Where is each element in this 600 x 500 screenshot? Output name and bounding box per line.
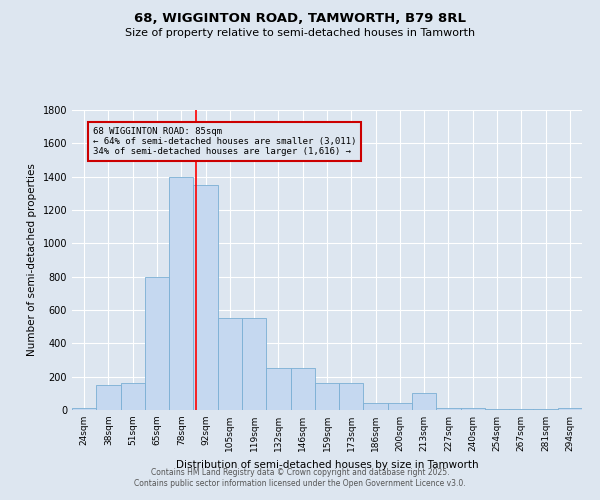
Bar [169,176,193,410]
Bar [412,394,436,410]
Bar [315,384,339,410]
Y-axis label: Number of semi-detached properties: Number of semi-detached properties [27,164,37,356]
Bar [193,185,218,410]
Bar [242,318,266,410]
Bar [218,318,242,410]
Bar [266,368,290,410]
Text: Contains HM Land Registry data © Crown copyright and database right 2025.
Contai: Contains HM Land Registry data © Crown c… [134,468,466,487]
Bar [509,409,533,410]
Text: Size of property relative to semi-detached houses in Tamworth: Size of property relative to semi-detach… [125,28,475,38]
Bar [96,385,121,410]
Bar [485,409,509,410]
Bar [461,408,485,410]
Bar [364,404,388,410]
Bar [388,404,412,410]
Text: 68 WIGGINTON ROAD: 85sqm
← 64% of semi-detached houses are smaller (3,011)
34% o: 68 WIGGINTON ROAD: 85sqm ← 64% of semi-d… [92,126,356,156]
Bar [558,408,582,410]
Bar [290,368,315,410]
X-axis label: Distribution of semi-detached houses by size in Tamworth: Distribution of semi-detached houses by … [176,460,478,469]
Text: 68, WIGGINTON ROAD, TAMWORTH, B79 8RL: 68, WIGGINTON ROAD, TAMWORTH, B79 8RL [134,12,466,26]
Bar [436,408,461,410]
Bar [72,408,96,410]
Bar [121,384,145,410]
Bar [145,276,169,410]
Bar [533,409,558,410]
Bar [339,384,364,410]
